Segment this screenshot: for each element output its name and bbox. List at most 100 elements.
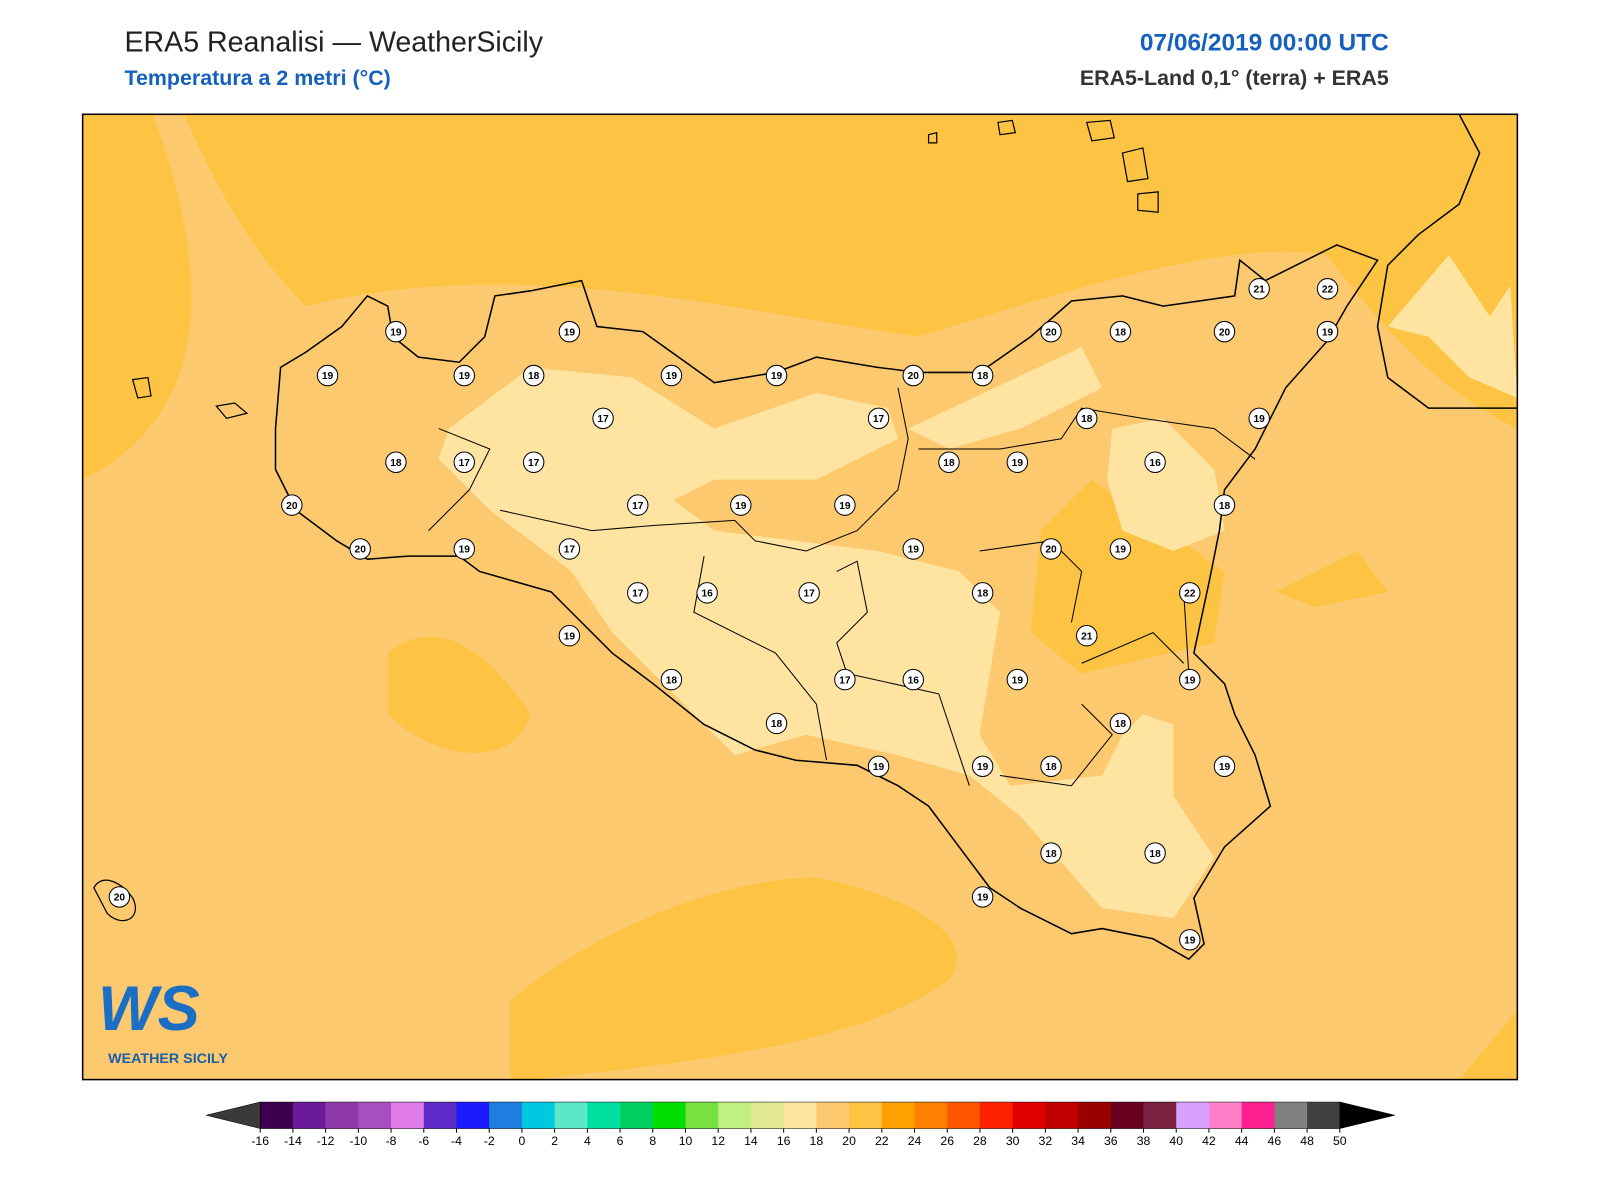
colorbar-segment	[816, 1102, 850, 1129]
datetime: 07/06/2019 00:00 UTC	[1140, 29, 1389, 56]
station-value: 18	[771, 719, 783, 730]
station-marker	[765, 364, 788, 387]
colorbar-tick-label: 2	[551, 1134, 558, 1148]
cool-area	[908, 346, 1103, 449]
station-value: 18	[1045, 762, 1057, 773]
colorbar-segment	[979, 1102, 1013, 1129]
station-value: 17	[873, 414, 885, 425]
station-marker	[1040, 320, 1062, 343]
station-value: 19	[873, 762, 885, 773]
station-value: 19	[390, 327, 402, 338]
islands	[93, 119, 1159, 922]
colorbar-tick-label: 44	[1235, 1134, 1249, 1148]
colorbar-segment	[358, 1102, 392, 1129]
station-marker	[660, 668, 683, 691]
colorbar-segment	[1045, 1102, 1079, 1129]
station-marker	[1109, 320, 1132, 343]
station-value: 17	[839, 675, 851, 686]
station-value: 16	[701, 589, 713, 600]
station-marker	[558, 538, 581, 560]
colorbar-tick-label: -4	[451, 1134, 462, 1148]
station-marker	[281, 494, 303, 516]
station-value: 18	[1115, 327, 1127, 338]
colorbar-tick-label: 18	[810, 1134, 824, 1148]
station-value: 18	[666, 675, 678, 686]
warm-area	[510, 877, 957, 1080]
station-value: 17	[528, 458, 540, 469]
station-value: 18	[1081, 414, 1093, 425]
station-marker	[971, 582, 994, 604]
colorbar-tick-label: 48	[1300, 1134, 1314, 1148]
station-marker	[902, 364, 924, 387]
station-marker	[1109, 712, 1132, 735]
station-marker	[385, 320, 407, 343]
station-value: 19	[1012, 458, 1024, 469]
station-value: 19	[908, 545, 920, 556]
station-marker	[902, 538, 924, 560]
station-marker	[660, 364, 683, 387]
colorbar-segment	[914, 1102, 948, 1129]
cool-area	[1387, 255, 1518, 398]
colorbar-tick-label: -10	[350, 1134, 368, 1148]
station-marker	[867, 755, 890, 778]
station-marker	[834, 494, 856, 516]
station-value: 16	[1149, 458, 1161, 469]
colorbar-tick-label: 28	[973, 1134, 987, 1148]
station-value: 16	[908, 675, 920, 686]
station-value: 20	[1045, 327, 1057, 338]
colorbar-over	[1339, 1101, 1395, 1129]
colorbar: -16 -14 -12 -10 -8 -6 -4 -2 0 2 4 6 8 10 12 14 16 18 20 22 2…	[206, 1101, 1395, 1148]
station-marker	[1109, 538, 1132, 560]
colorbar-tick-label: 10	[679, 1134, 693, 1148]
warm-area	[1459, 1010, 1518, 1080]
station-value: 19	[977, 762, 989, 773]
colorbar-tick-label: 8	[649, 1134, 656, 1148]
colorbar-segment	[456, 1102, 490, 1129]
colorbar-segment	[1012, 1102, 1046, 1129]
station-value: 19	[564, 327, 576, 338]
station-marker	[867, 407, 890, 430]
station-marker	[453, 364, 475, 387]
station-value: 20	[1045, 545, 1057, 556]
subtitle: Temperatura a 2 metri (°C)	[124, 66, 390, 90]
station-marker	[1179, 929, 1201, 951]
station-marker	[1006, 668, 1029, 691]
station-marker	[1248, 407, 1270, 430]
colorbar-segment	[1110, 1102, 1144, 1129]
station-value: 19	[1012, 675, 1024, 686]
colorbar-tick-label: 22	[875, 1134, 889, 1148]
station-value: 17	[632, 589, 644, 600]
source: ERA5-Land 0,1° (terra) + ERA5	[1080, 66, 1389, 90]
station-value: 20	[355, 545, 367, 556]
colorbar-segment	[292, 1102, 326, 1129]
colorbar-segment	[260, 1102, 294, 1129]
colorbar-tick-label: 38	[1137, 1134, 1151, 1148]
station-value: 17	[597, 414, 609, 425]
station-marker	[798, 582, 820, 604]
colorbar-tick-label: 40	[1169, 1134, 1183, 1148]
station-value: 19	[735, 501, 747, 512]
station-value: 17	[564, 545, 576, 556]
colorbar-segment	[1307, 1102, 1341, 1129]
station-marker	[592, 407, 614, 430]
station-value: 18	[528, 371, 540, 382]
colorbar-tick-label: 32	[1039, 1134, 1053, 1148]
station-marker	[558, 625, 581, 647]
station-marker	[453, 538, 475, 560]
station-marker	[1248, 278, 1270, 300]
station-value: 18	[977, 589, 989, 600]
colorbar-segment	[881, 1102, 915, 1129]
colorbar-tick-label: 42	[1202, 1134, 1216, 1148]
station-marker	[971, 886, 994, 908]
colorbar-segment	[521, 1102, 555, 1129]
station-value: 19	[839, 501, 851, 512]
colorbar-segment	[652, 1102, 686, 1129]
colorbar-tick-label: 34	[1071, 1134, 1085, 1148]
station-marker	[696, 582, 718, 604]
station-value: 19	[1184, 936, 1196, 947]
stations: 19 19 19 19 18 19 19 20 18 20 18 20 19 21 22 17 17 18 19 18…	[108, 278, 1339, 951]
station-marker	[1144, 451, 1166, 473]
colorbar-segment	[1241, 1102, 1275, 1129]
colorbar-tick-label: 46	[1268, 1134, 1282, 1148]
